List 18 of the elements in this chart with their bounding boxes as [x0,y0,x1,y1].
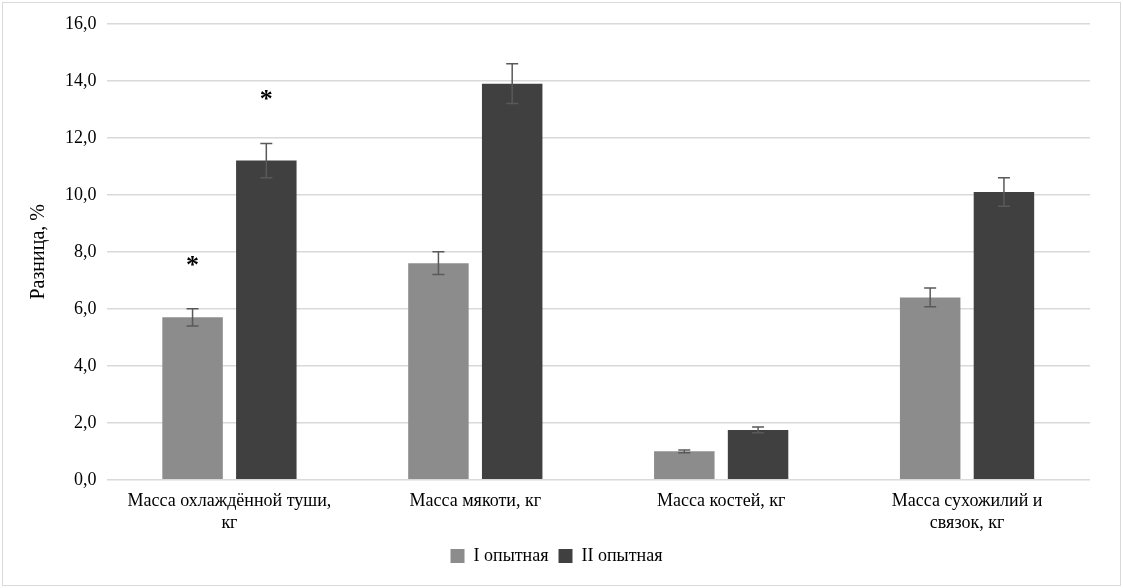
y-tick-label: 14,0 [65,69,97,90]
legend-label: I опытная [473,544,549,565]
x-tick-label: Масса мякоти, кг [409,490,542,511]
y-tick-label: 4,0 [74,354,97,375]
y-tick-label: 12,0 [65,126,97,147]
y-tick-label: 8,0 [74,240,97,261]
y-tick-label: 16,0 [65,12,97,33]
y-tick-label: 2,0 [74,411,97,432]
annotation: * [186,249,200,279]
x-tick-label: Масса костей, кг [656,490,786,511]
y-axis-title: Разница, % [26,204,50,300]
annotation: * [259,84,273,114]
x-tick-label: Масса охлаждённой туши, кг [127,490,332,532]
legend-label: II опытная [581,544,663,565]
y-tick-label: 0,0 [74,468,97,489]
y-tick-label: 10,0 [65,183,97,204]
x-tick-label: Масса сухожилий и связок, кг [891,490,1043,532]
y-tick-label: 6,0 [74,297,97,318]
